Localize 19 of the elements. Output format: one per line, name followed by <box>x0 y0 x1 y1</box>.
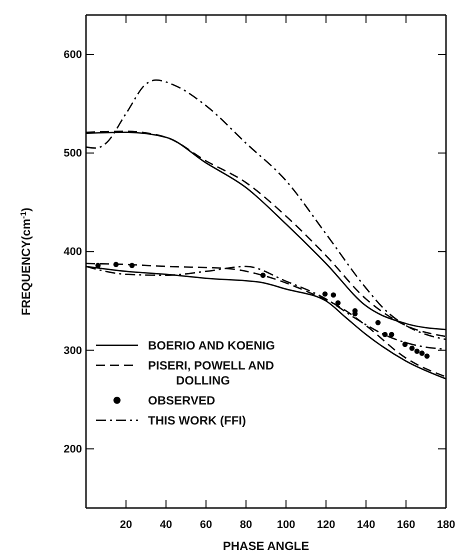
y-tick-label: 500 <box>64 148 82 160</box>
legend-label: OBSERVED <box>148 393 216 408</box>
x-tick-label: 100 <box>276 518 296 531</box>
x-tick-label: 120 <box>316 518 336 531</box>
y-tick-label: 600 <box>64 48 82 61</box>
x-tick-label: 40 <box>160 518 172 531</box>
y-tick-label: 400 <box>64 246 82 258</box>
legend-label: PISERI, POWELL AND DOLLING <box>148 358 274 388</box>
y-tick-label: 300 <box>64 344 82 357</box>
legend-label: BOERIO AND KOENIG <box>148 338 275 352</box>
legend-label: THIS WORK (FFI) <box>148 413 246 428</box>
y-tick-label: 200 <box>64 443 82 456</box>
x-axis-title: PHASE ANGLE <box>222 539 310 553</box>
x-tick-label: 160 <box>396 518 416 531</box>
x-tick-label: 60 <box>200 518 212 531</box>
x-tick-label: 20 <box>120 518 132 531</box>
x-tick-label: 180 <box>436 518 456 531</box>
x-tick-label: 140 <box>356 518 376 531</box>
x-tick-label: 80 <box>240 518 252 531</box>
